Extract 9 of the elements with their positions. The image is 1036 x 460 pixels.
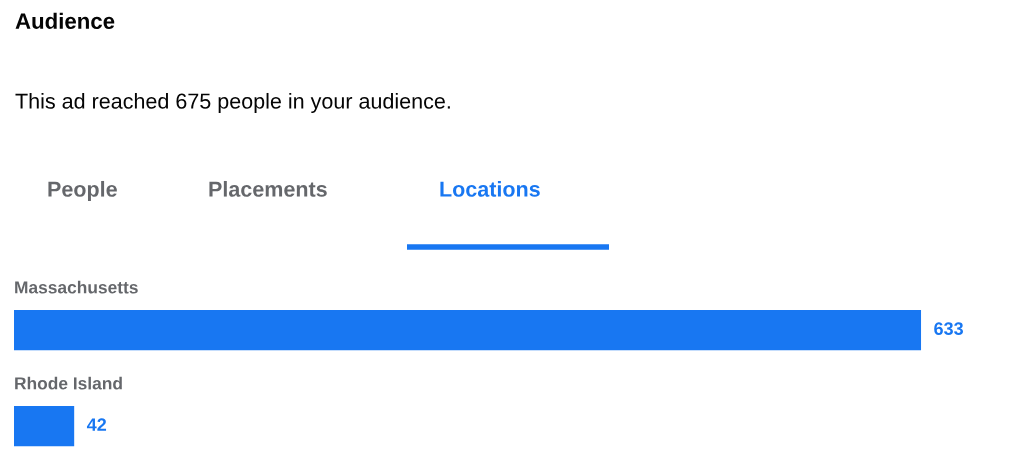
y-tick-label: Rhode Island (15, 376, 122, 390)
text: Locations (440, 180, 540, 197)
text: Placements (209, 180, 327, 197)
chart-subtitle: This ad reached 675 people in your audience. (15, 92, 450, 114)
text: People (48, 180, 117, 202)
data-label: 42 (86, 418, 107, 431)
chart-title: Audience (15, 12, 115, 29)
y-tick-label: Massachusetts (15, 280, 138, 294)
data-label: 633 (934, 322, 963, 336)
